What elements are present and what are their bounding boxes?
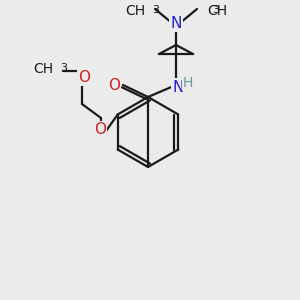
Text: O: O [94, 122, 106, 137]
Text: 3: 3 [60, 63, 67, 73]
Text: 3: 3 [212, 5, 219, 15]
Text: N: N [172, 80, 184, 94]
Text: O: O [78, 70, 90, 85]
Text: H: H [183, 76, 193, 90]
Text: CH: CH [125, 4, 145, 18]
Text: O: O [108, 77, 120, 92]
Text: CH: CH [207, 4, 227, 18]
Text: CH: CH [33, 62, 53, 76]
Text: N: N [170, 16, 182, 31]
Text: 3: 3 [152, 5, 159, 15]
